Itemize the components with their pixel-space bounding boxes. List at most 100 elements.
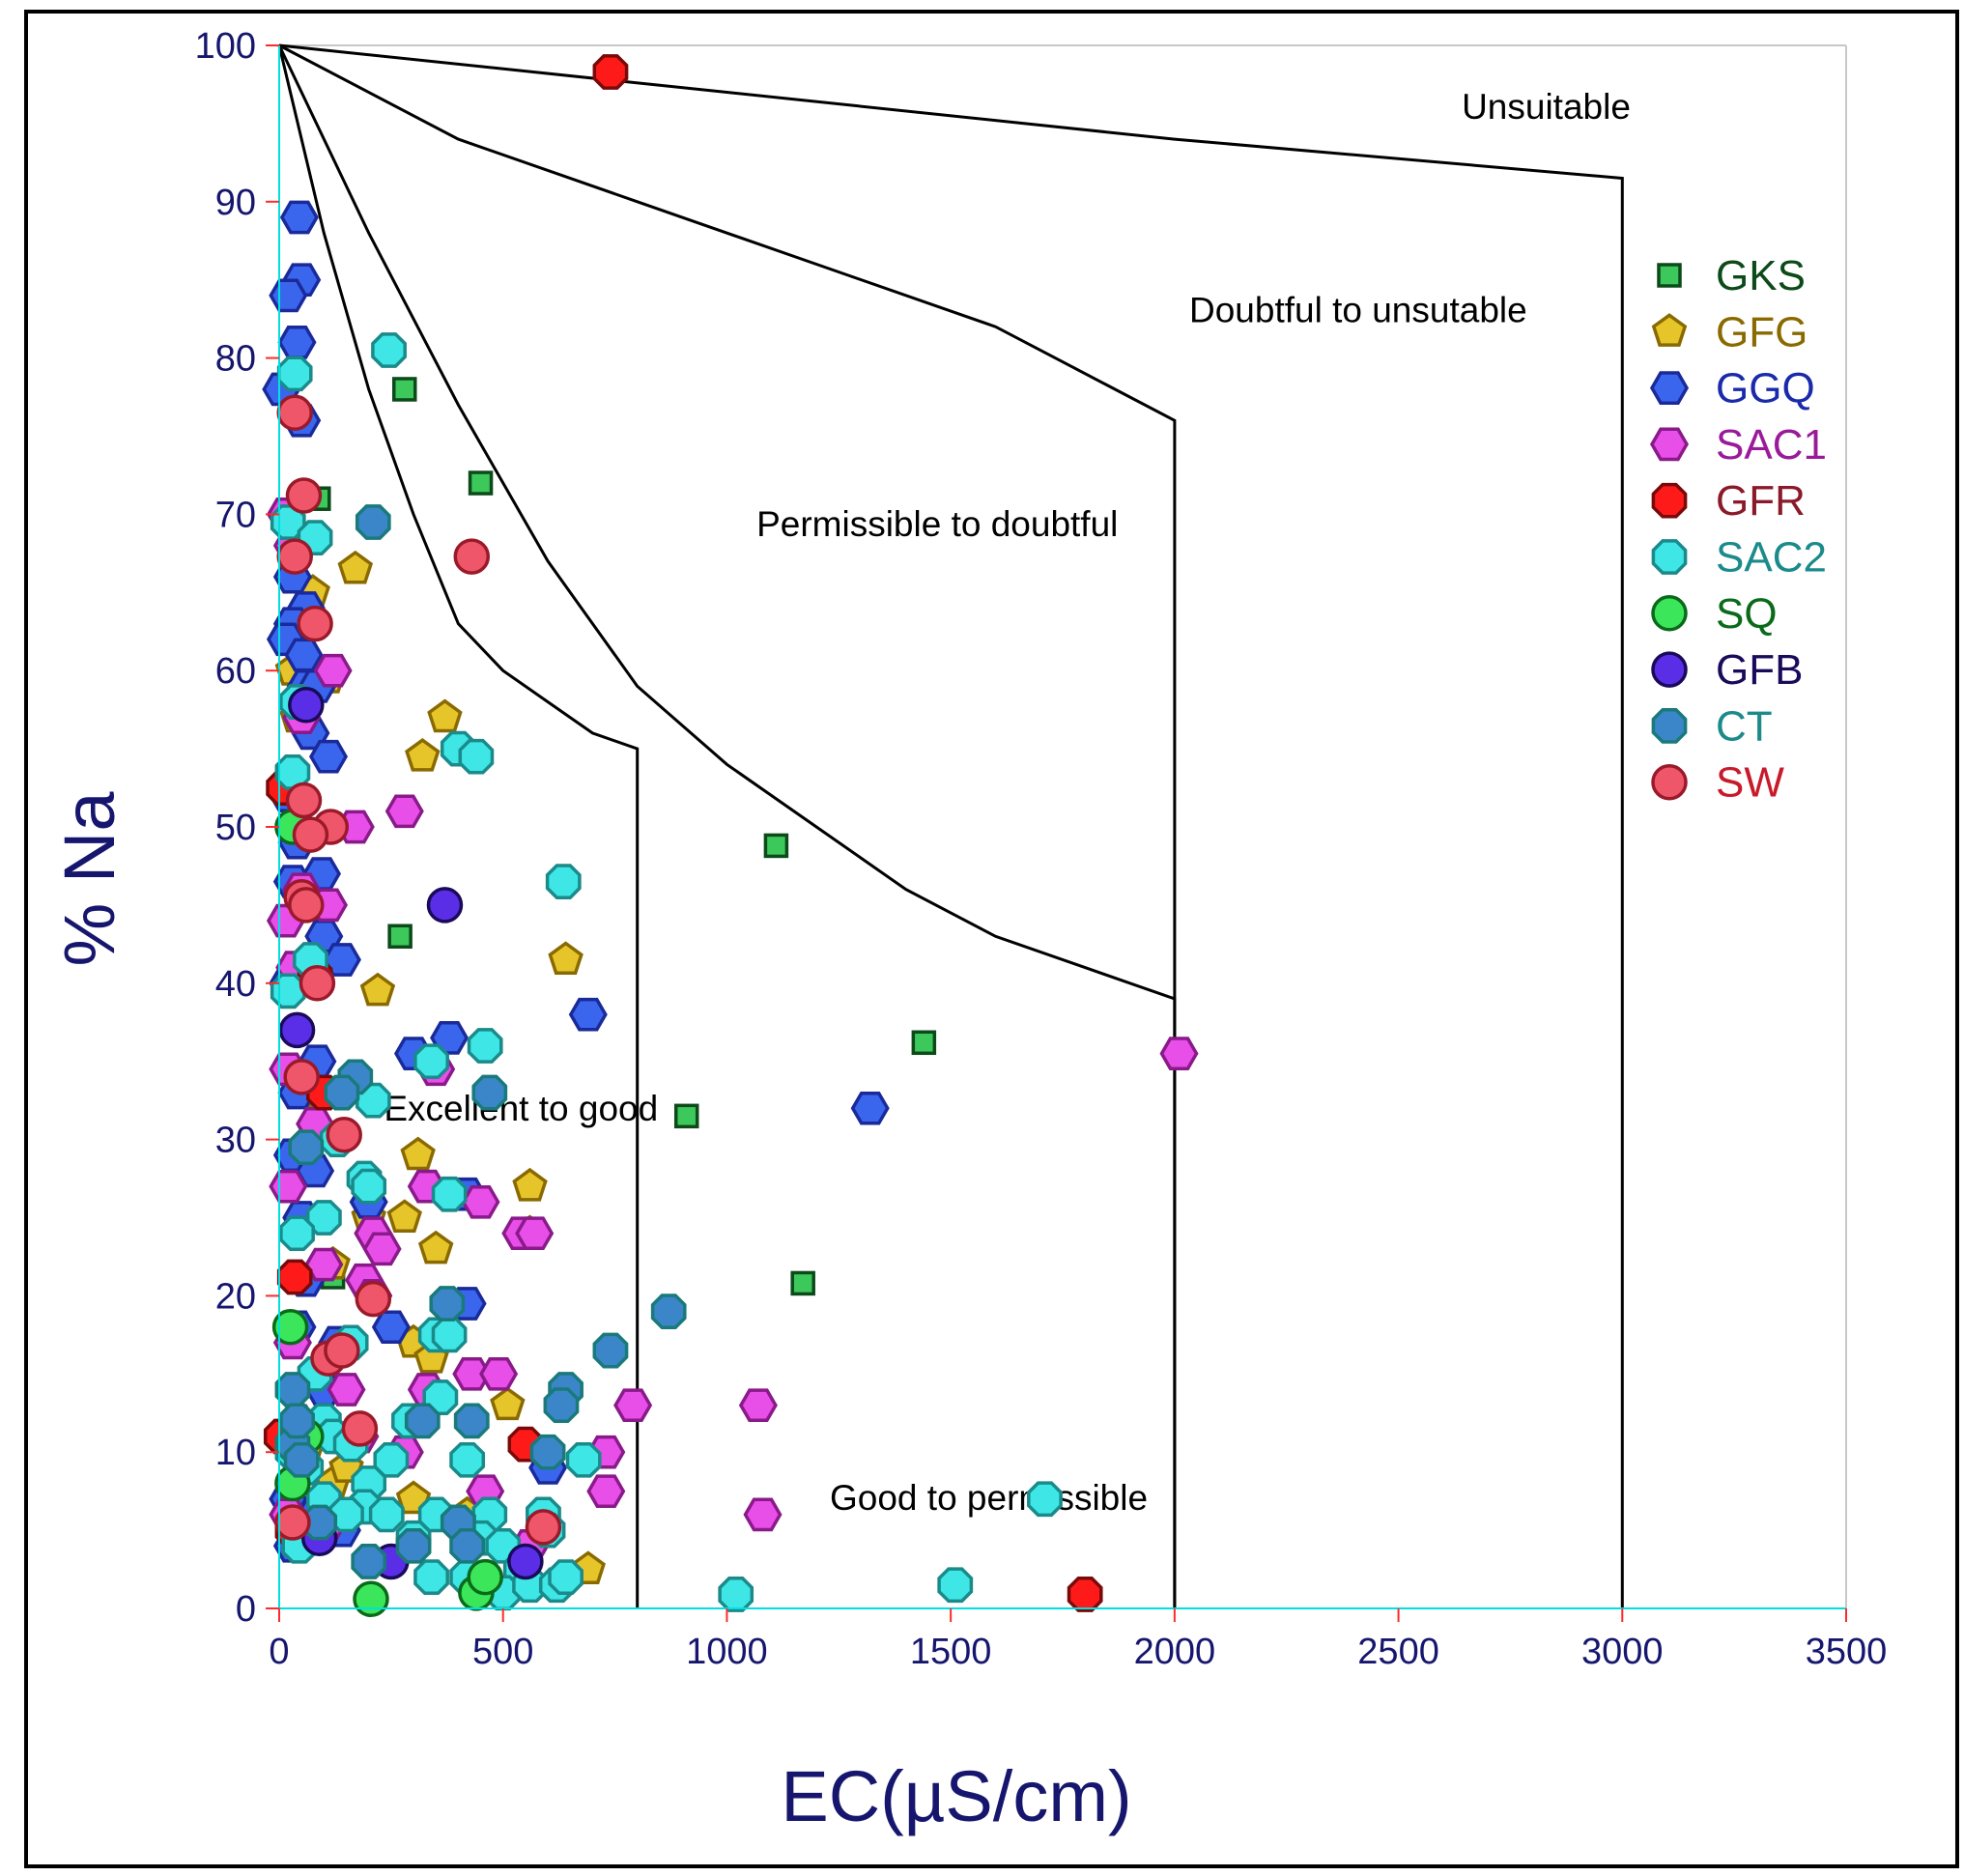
- point-ct: [449, 1527, 486, 1564]
- point-gfg: [512, 1167, 548, 1202]
- legend-label: GFB: [1716, 646, 1803, 694]
- y-tick-label: 0: [236, 1589, 256, 1630]
- legend-label: GFR: [1716, 477, 1806, 525]
- y-tick-label: 50: [215, 808, 256, 848]
- point-sw: [274, 1504, 311, 1541]
- point-ggq: [279, 200, 319, 235]
- point-ct: [404, 1403, 441, 1439]
- point-gfb: [426, 887, 464, 924]
- legend-label: GFG: [1716, 308, 1807, 355]
- point-sac2: [305, 1200, 342, 1236]
- point-sac1: [384, 794, 424, 829]
- point-sac1: [586, 1474, 626, 1508]
- point-sac2: [422, 1379, 459, 1415]
- point-sac1: [515, 1216, 555, 1251]
- legend-label: SW: [1716, 759, 1784, 807]
- point-gks: [468, 470, 494, 496]
- point-ct: [288, 1129, 325, 1166]
- plot-area: [279, 44, 1847, 1608]
- point-ggq: [430, 1021, 470, 1055]
- legend-label: SAC1: [1716, 421, 1827, 469]
- point-gfb: [507, 1543, 544, 1580]
- point-sw: [453, 538, 491, 575]
- point-sw: [297, 605, 333, 642]
- y-tick-label: 60: [215, 651, 256, 692]
- point-sw: [285, 782, 323, 819]
- point-ggq: [308, 739, 349, 774]
- legend-item-sw: SW: [1651, 759, 1784, 807]
- point-gfr: [1067, 1577, 1103, 1612]
- point-sac2: [276, 355, 313, 392]
- x-tick-label: 0: [269, 1632, 289, 1672]
- point-sq: [271, 1309, 309, 1346]
- permissible-doubtful-boundary: [278, 43, 1177, 1608]
- y-tick-label: 80: [215, 339, 256, 380]
- point-sac2: [368, 1496, 405, 1533]
- point-gfg: [490, 1386, 526, 1421]
- boundary-lines: [277, 43, 1624, 1608]
- legend-item-sq: SQ: [1651, 590, 1778, 638]
- y-tick-label: 10: [215, 1433, 256, 1473]
- point-sac2: [373, 1441, 410, 1478]
- series-sw: [274, 394, 562, 1546]
- point-sac2: [413, 1559, 449, 1596]
- point-ggq: [371, 1310, 411, 1345]
- point-gfb: [278, 1011, 316, 1049]
- point-sac2: [545, 864, 582, 900]
- point-gfg: [386, 1199, 422, 1234]
- point-ct: [283, 1441, 320, 1478]
- point-ct: [324, 1074, 360, 1111]
- x-tick-label: 2000: [1134, 1632, 1216, 1672]
- point-gks: [392, 377, 417, 402]
- legend-item-gfg: GFG: [1651, 308, 1807, 355]
- region-label-good-to-permissible: Good to permissible: [830, 1478, 1148, 1518]
- x-tick-label: 500: [472, 1632, 533, 1672]
- legend-marker-sq: [1651, 595, 1688, 632]
- point-sw: [288, 887, 325, 924]
- point-ggq: [277, 326, 317, 359]
- legend-marker-gfb: [1651, 651, 1688, 688]
- point-sac1: [743, 1497, 783, 1532]
- point-sac1: [362, 1232, 402, 1266]
- point-sac1: [269, 1169, 308, 1204]
- legend-marker-gfr: [1651, 482, 1688, 519]
- point-sq: [353, 1580, 389, 1618]
- point-gfg: [359, 972, 396, 1007]
- point-sac2: [937, 1567, 974, 1604]
- point-sac2: [431, 1317, 468, 1353]
- point-ct: [543, 1387, 580, 1424]
- legend-item-gfr: GFR: [1651, 477, 1806, 525]
- point-ggq: [284, 638, 324, 672]
- region-label-doubtful-to-unsutable: Doubtful to unsutable: [1189, 290, 1527, 329]
- point-sw: [276, 538, 313, 575]
- legend-marker-ggq: [1649, 371, 1690, 405]
- x-tick-label: 3000: [1581, 1632, 1664, 1672]
- point-sac2: [279, 1215, 315, 1252]
- legend-marker-sac2: [1651, 539, 1688, 575]
- point-ct: [355, 504, 391, 540]
- point-ggq: [269, 278, 308, 313]
- point-sac2: [270, 973, 306, 1009]
- point-sac2: [1027, 1481, 1063, 1518]
- point-sac2: [458, 738, 495, 775]
- point-gfg: [427, 698, 463, 733]
- legend-item-ggq: GGQ: [1649, 365, 1815, 412]
- legend-marker-sw: [1651, 763, 1688, 801]
- point-ct: [471, 1074, 508, 1111]
- legend-label: SAC2: [1716, 534, 1827, 582]
- legend-label: SQ: [1716, 590, 1778, 638]
- point-sw: [292, 816, 329, 853]
- point-sac2: [328, 1496, 364, 1533]
- legend-label: GGQ: [1716, 365, 1815, 412]
- y-tick-label: 30: [215, 1121, 256, 1161]
- point-gfg: [417, 1230, 454, 1265]
- point-sac2: [467, 1028, 503, 1064]
- point-ggq: [568, 997, 608, 1032]
- point-gfg: [548, 941, 584, 976]
- y-tick-label: 70: [215, 495, 256, 535]
- point-ct: [429, 1286, 466, 1322]
- point-gfb: [288, 687, 325, 724]
- point-ct: [650, 1293, 687, 1329]
- point-sac2: [718, 1577, 754, 1612]
